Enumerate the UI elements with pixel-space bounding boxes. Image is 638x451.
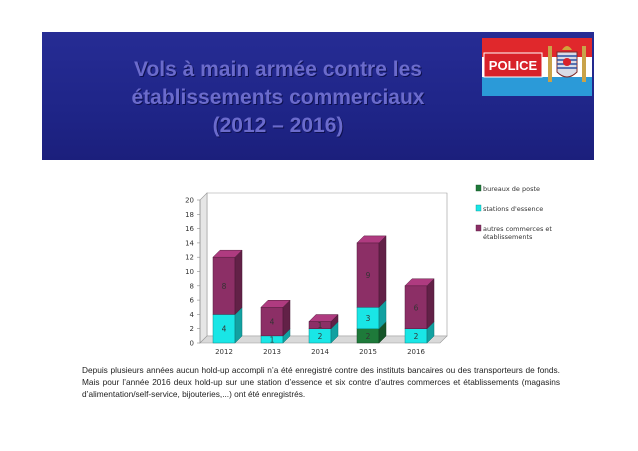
- bar-segment-top: [212, 249, 243, 258]
- legend-label: autres commerces et établissements: [483, 225, 552, 241]
- data-label: 2: [318, 332, 323, 341]
- data-label: 3: [366, 314, 371, 323]
- caption-text: Depuis plusieurs années aucun hold-up ac…: [82, 365, 560, 399]
- data-label: 1: [318, 321, 323, 330]
- legend-label: bureaux de poste: [483, 185, 540, 193]
- y-tick-label: 12: [185, 254, 194, 262]
- data-label: 2: [366, 332, 371, 341]
- title-line-1: Vols à main armée contre les: [134, 58, 422, 81]
- title-banner: Vols à main armée contre les établisseme…: [42, 32, 594, 160]
- title-line-3: (2012 – 2016): [212, 114, 344, 137]
- data-label: 1: [270, 335, 275, 344]
- police-logo-text: POLICE: [489, 58, 538, 73]
- legend: bureaux de poste stations d'essence autres…: [475, 184, 552, 241]
- x-tick-label: 2012: [215, 348, 233, 356]
- data-label: 2: [414, 332, 419, 341]
- data-label: 8: [222, 282, 227, 291]
- y-tick-label: 0: [190, 340, 194, 348]
- bar-segment-side: [378, 235, 387, 308]
- y-tick-label: 14: [185, 239, 194, 247]
- bar-segment-side: [234, 249, 243, 316]
- slide-title: Vols à main armée contre les établisseme…: [128, 56, 428, 140]
- legend-swatch: [475, 224, 482, 232]
- bar-segment-top: [404, 278, 435, 287]
- side-wall: [199, 192, 208, 344]
- y-tick-label: 2: [190, 325, 194, 333]
- bar-segment-top: [308, 314, 339, 322]
- x-axis: 2012 2013 2014 2015 2016: [215, 348, 425, 356]
- x-tick-label: 2016: [407, 348, 425, 356]
- legend-swatch: [475, 184, 482, 192]
- bar-segment-side: [426, 278, 435, 330]
- x-tick-label: 2013: [263, 348, 281, 356]
- y-tick-label: 4: [190, 311, 195, 319]
- y-tick-label: 10: [185, 268, 194, 276]
- bar-segment-top: [260, 300, 291, 308]
- data-label: 4: [270, 318, 275, 327]
- y-tick-label: 16: [185, 225, 194, 233]
- bars: 4 8 1 4 2 1 2 3 9 2 6: [212, 235, 435, 344]
- police-logo: POLICE: [482, 38, 592, 96]
- y-tick-label: 18: [185, 211, 194, 219]
- coat-of-arms-icon: [548, 46, 586, 82]
- data-label: 6: [414, 303, 419, 312]
- data-label: 4: [222, 325, 227, 334]
- y-tick-label: 6: [190, 297, 195, 305]
- x-tick-label: 2015: [359, 348, 377, 356]
- title-line-2: établissements commerciaux: [131, 86, 425, 109]
- legend-label: stations d'essence: [483, 205, 543, 213]
- legend-swatch: [475, 204, 482, 212]
- y-tick-label: 8: [190, 282, 194, 290]
- x-tick-label: 2014: [311, 348, 329, 356]
- y-tick-label: 20: [185, 197, 194, 205]
- bar-segment-top: [356, 235, 387, 244]
- data-label: 9: [366, 271, 371, 280]
- y-axis: 0 2 4 6 8 10 12 14 16 18 20: [185, 197, 201, 348]
